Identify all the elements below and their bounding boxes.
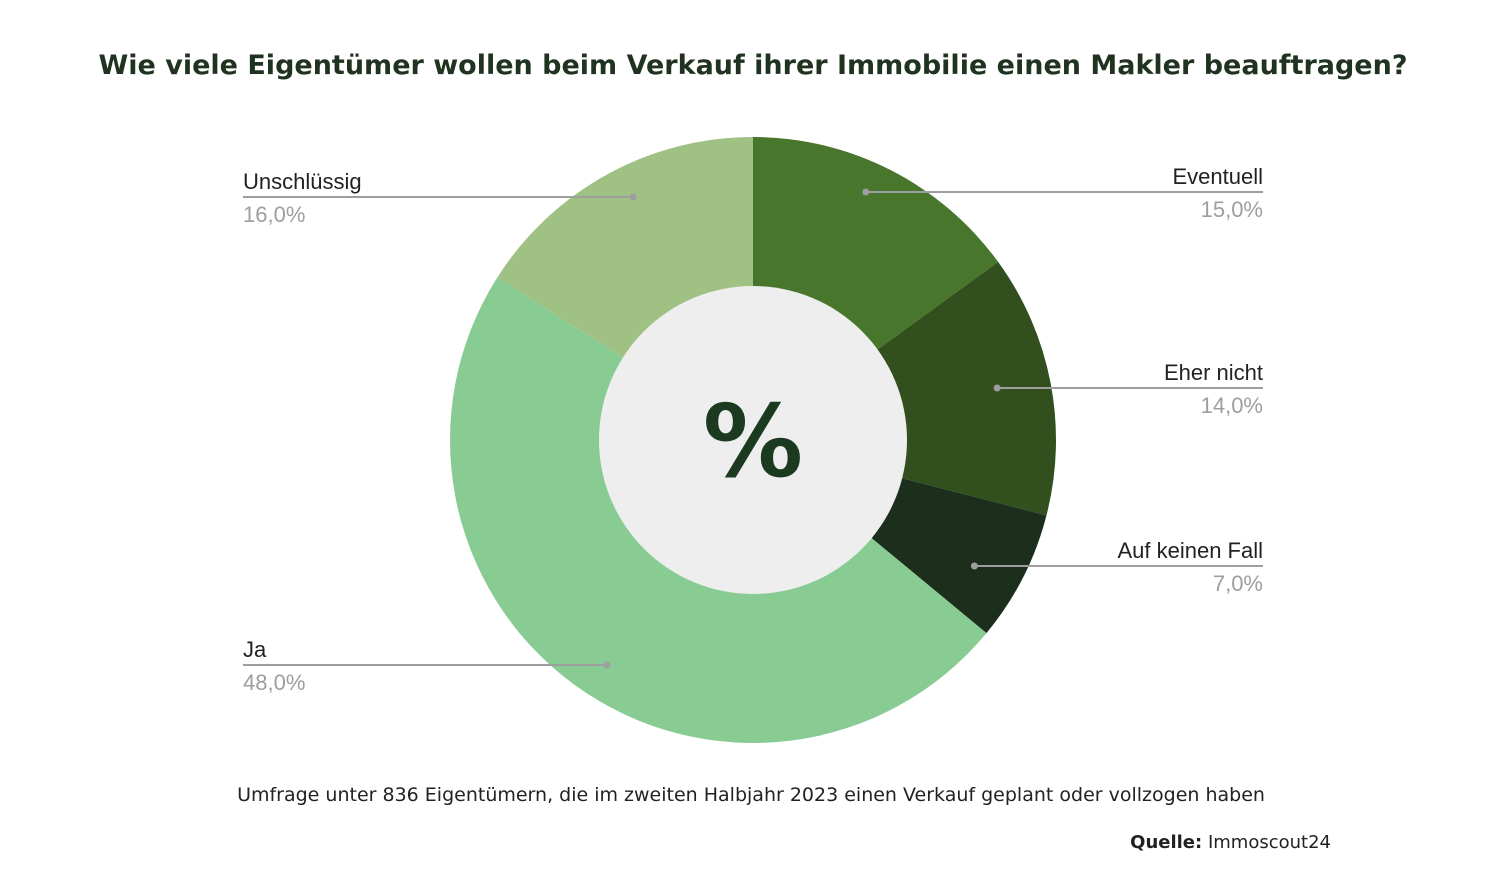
value-label-auf-keinen-fall: 7,0% bbox=[1213, 571, 1263, 596]
leader-dot-ja bbox=[603, 661, 611, 669]
chart-title: Wie viele Eigentümer wollen beim Verkauf… bbox=[98, 50, 1408, 81]
leader-dot-unschlussig bbox=[629, 193, 637, 201]
footnote: Umfrage unter 836 Eigentümern, die im zw… bbox=[237, 784, 1265, 806]
category-label-eher-nicht: Eher nicht bbox=[1164, 360, 1263, 385]
category-label-auf-keinen-fall: Auf keinen Fall bbox=[1117, 538, 1263, 563]
value-label-eher-nicht: 14,0% bbox=[1201, 393, 1263, 418]
value-label-ja: 48,0% bbox=[243, 670, 305, 695]
value-label-unschlussig: 16,0% bbox=[243, 202, 305, 227]
category-label-ja: Ja bbox=[243, 637, 267, 662]
category-label-eventuell: Eventuell bbox=[1172, 164, 1263, 189]
center-percent-symbol: % bbox=[703, 383, 803, 500]
leader-dot-eher-nicht bbox=[993, 384, 1001, 392]
source-label: Quelle: bbox=[1130, 832, 1203, 853]
category-label-unschlussig: Unschlüssig bbox=[243, 169, 362, 194]
labels-group: Eventuell 15,0% Eher nicht 14,0% Auf keinen … bbox=[243, 164, 1263, 695]
source-value: Immoscout24 bbox=[1207, 832, 1331, 853]
leader-dot-eventuell bbox=[862, 188, 870, 196]
source-credit: Quelle: Immoscout24 bbox=[1130, 832, 1331, 853]
donut-hole bbox=[599, 286, 907, 594]
value-label-eventuell: 15,0% bbox=[1201, 197, 1263, 222]
leader-dot-auf-keinen-fall bbox=[970, 562, 978, 570]
